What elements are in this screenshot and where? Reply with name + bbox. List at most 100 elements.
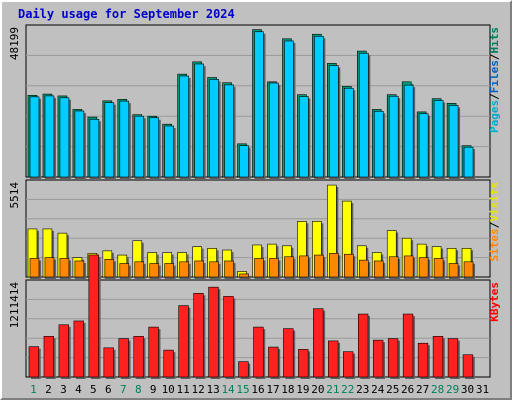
day-tick-label: 21	[326, 383, 339, 396]
day-tick-label: 29	[446, 383, 459, 396]
kbytes-bar	[178, 305, 189, 378]
day-tick-label: 17	[266, 383, 279, 396]
sites-bar	[194, 260, 204, 278]
day-tick-label: 31	[476, 383, 489, 396]
kbytes-bar	[88, 254, 99, 378]
sites-bar	[314, 254, 324, 278]
sites-bar	[134, 261, 145, 278]
files-bar	[373, 110, 384, 178]
day-tick-label: 26	[401, 383, 414, 396]
files-bar	[44, 95, 55, 178]
files-bar	[104, 102, 115, 178]
day-tick-label: 6	[105, 383, 112, 396]
files-bar	[224, 84, 234, 178]
day-tick-label: 30	[461, 383, 474, 396]
kbytes-bar	[103, 347, 114, 378]
sites-bar	[74, 260, 85, 278]
sites-bar	[269, 258, 279, 278]
sites-bar	[254, 258, 264, 278]
kbytes-bar	[283, 328, 294, 378]
day-tick-label: 27	[416, 383, 429, 396]
day-tick-label: 25	[386, 383, 399, 396]
day-tick-label: 12	[192, 383, 205, 396]
files-bar	[74, 110, 85, 178]
legend-entry: Hits	[488, 27, 501, 54]
sites-bar	[59, 258, 70, 278]
day-tick-label: 2	[45, 383, 52, 396]
sites-bar	[104, 258, 115, 278]
legend-entry: Sites	[488, 228, 501, 261]
files-bar	[299, 96, 309, 178]
sites-bar	[224, 260, 234, 278]
files-bar	[433, 100, 444, 178]
sites-bar	[119, 263, 130, 278]
day-tick-label: 9	[150, 383, 157, 396]
kbytes-bar	[313, 308, 324, 378]
kbytes-bar	[223, 296, 234, 378]
files-bar	[463, 146, 474, 178]
panel-2-max-label: 1211414	[8, 282, 21, 329]
files-bar	[239, 145, 249, 178]
legend-entry: Visits	[488, 182, 501, 222]
kbytes-bar	[118, 338, 129, 378]
kbytes-bar	[447, 338, 459, 378]
kbytes-bar	[372, 339, 384, 378]
files-bar	[269, 82, 279, 178]
sites-bar	[373, 260, 384, 278]
day-tick-label: 16	[251, 383, 264, 396]
legend-entry: KBytes	[488, 282, 501, 322]
kbytes-bar	[238, 361, 249, 378]
kbytes-bar	[387, 338, 399, 378]
sites-bar	[284, 256, 294, 278]
legend-entry: Files	[488, 60, 501, 93]
sites-bar	[448, 263, 459, 278]
files-bar	[448, 105, 459, 178]
files-bar	[418, 113, 429, 178]
chart-title: Daily usage for September 2024	[18, 7, 235, 21]
files-bar	[403, 84, 414, 178]
sites-bar	[358, 259, 369, 278]
kbytes-bar	[402, 313, 414, 378]
day-tick-label: 1	[30, 383, 37, 396]
day-tick-label: 22	[341, 383, 354, 396]
kbytes-bar	[133, 336, 144, 378]
day-tick-label: 8	[135, 383, 142, 396]
day-tick-label: 23	[356, 383, 369, 396]
kbytes-bar	[462, 354, 474, 378]
day-tick-label: 18	[281, 383, 294, 396]
files-bar	[344, 87, 354, 178]
files-bar	[284, 40, 294, 178]
day-tick-label: 15	[236, 383, 249, 396]
sites-bar	[433, 258, 444, 278]
kbytes-bar	[357, 313, 369, 378]
kbytes-bar	[163, 349, 174, 378]
day-tick-label: 13	[206, 383, 219, 396]
sites-bar	[418, 257, 429, 278]
sites-bar	[149, 263, 160, 278]
day-tick-label: 20	[311, 383, 324, 396]
kbytes-bar	[343, 351, 354, 378]
kbytes-bar	[193, 293, 204, 378]
sites-bar	[239, 273, 249, 278]
files-bar	[29, 96, 40, 178]
kbytes-bar	[328, 340, 339, 378]
sites-bar	[179, 261, 189, 278]
files-bar	[179, 75, 189, 178]
sites-bar	[388, 256, 399, 278]
sites-bar	[329, 253, 339, 278]
sites-bar	[209, 261, 219, 278]
day-tick-label: 10	[162, 383, 175, 396]
day-tick-label: 11	[177, 383, 190, 396]
sites-bar	[164, 263, 174, 278]
legend-entry: /	[488, 93, 501, 100]
sites-bar	[29, 258, 40, 278]
panel-2-legend-label: KBytes	[488, 282, 501, 322]
day-tick-label: 14	[221, 383, 235, 396]
files-bar	[254, 31, 264, 178]
kbytes-bar	[268, 346, 279, 378]
kbytes-bar	[28, 346, 40, 378]
legend-entry: Pages	[488, 100, 501, 133]
files-bar	[164, 125, 174, 178]
kbytes-bar	[298, 349, 309, 378]
